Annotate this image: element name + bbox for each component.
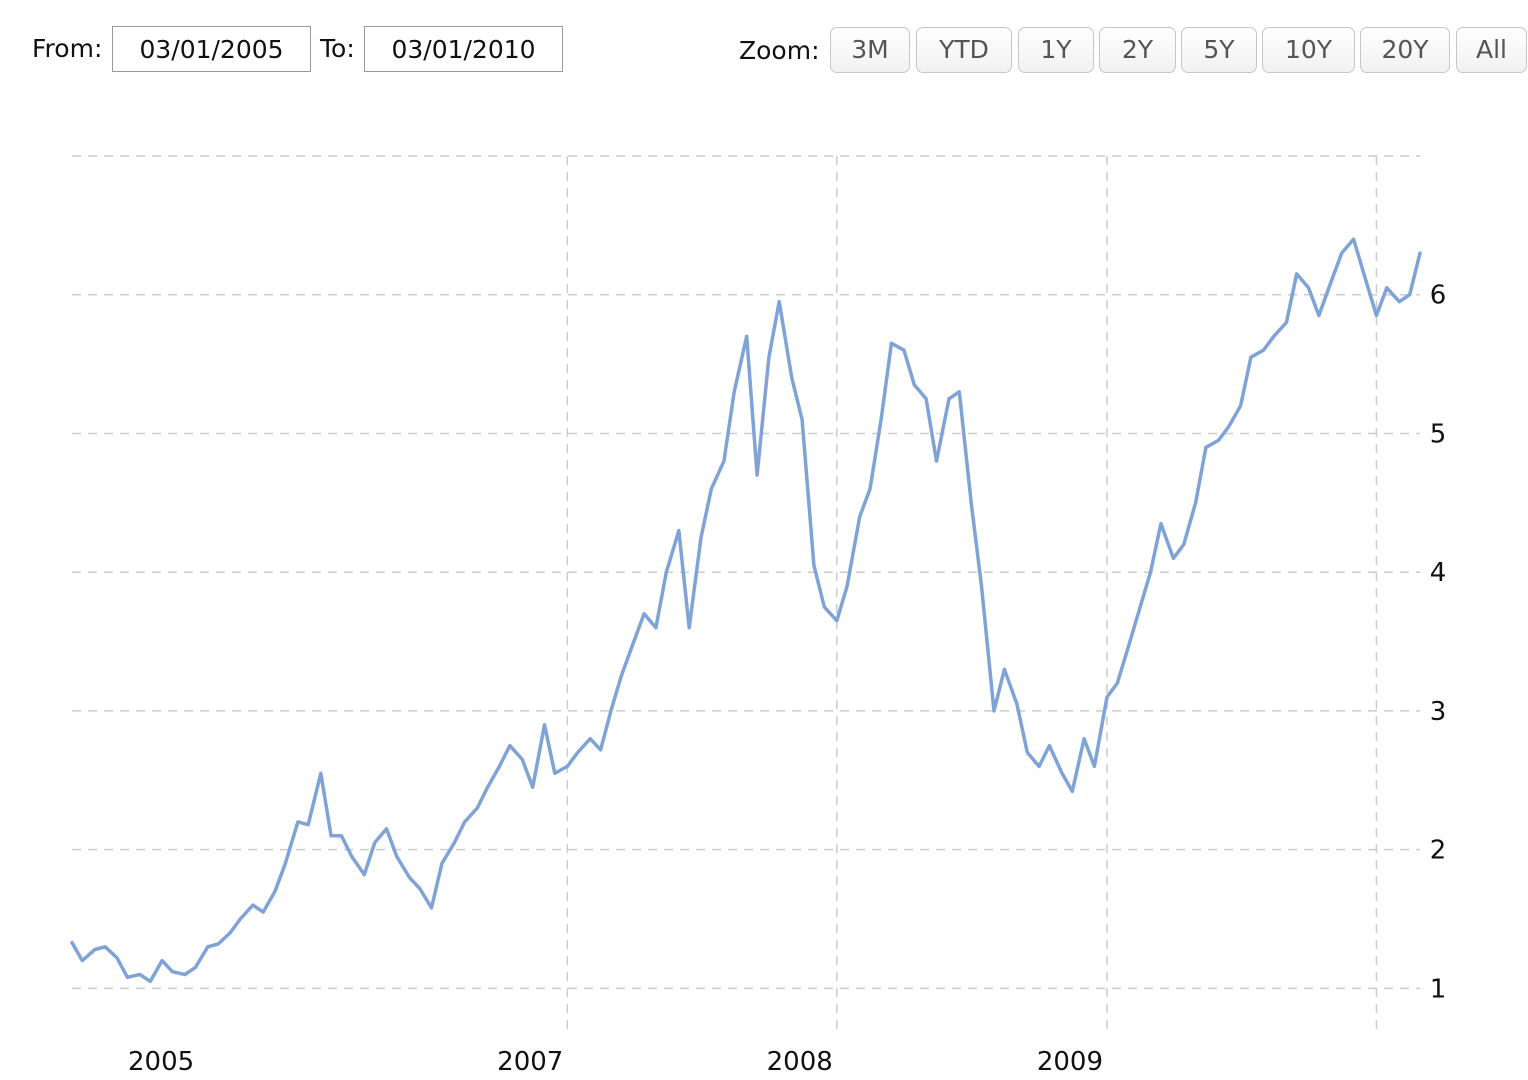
from-date-input[interactable] (112, 26, 311, 72)
chart-series (70, 237, 1422, 984)
y-axis-labels: 1 2 3 4 5 6 (1430, 281, 1447, 1005)
zoom-5y-button[interactable]: 5Y (1181, 27, 1257, 73)
zoom-label: Zoom: (739, 36, 820, 65)
zoom-2y-button[interactable]: 2Y (1099, 27, 1176, 73)
y-tick-label: 2 (1430, 836, 1447, 866)
x-tick-label: 2009 (1037, 1047, 1103, 1077)
x-axis-labels: 2005 2007 2008 2009 (128, 1047, 1103, 1077)
to-label: To: (320, 34, 355, 63)
zoom-20y-button[interactable]: 20Y (1360, 27, 1450, 73)
y-tick-label: 4 (1430, 558, 1447, 588)
price-line-chart: 1 2 3 4 5 6 2005 2007 2008 2009 (70, 155, 1447, 1077)
to-date-input[interactable] (364, 26, 563, 72)
range-selector: From: To: Zoom: 3M YTD 1Y 2Y 5Y 10Y 20Y … (0, 0, 1528, 100)
y-tick-label: 6 (1430, 281, 1447, 311)
x-tick-label: 2005 (128, 1047, 194, 1077)
zoom-all-button[interactable]: All (1456, 27, 1527, 73)
zoom-1y-button[interactable]: 1Y (1018, 27, 1094, 73)
zoom-10y-button[interactable]: 10Y (1262, 27, 1355, 73)
y-tick-label: 3 (1430, 697, 1447, 727)
x-tick-label: 2008 (767, 1047, 833, 1077)
from-label: From: (32, 34, 103, 63)
zoom-3m-button[interactable]: 3M (830, 27, 910, 73)
y-tick-label: 1 (1430, 974, 1447, 1004)
chart-gridlines (72, 155, 1420, 1030)
series-line (70, 237, 1422, 984)
y-tick-label: 5 (1430, 419, 1447, 449)
zoom-ytd-button[interactable]: YTD (916, 27, 1012, 73)
x-tick-label: 2007 (497, 1047, 563, 1077)
